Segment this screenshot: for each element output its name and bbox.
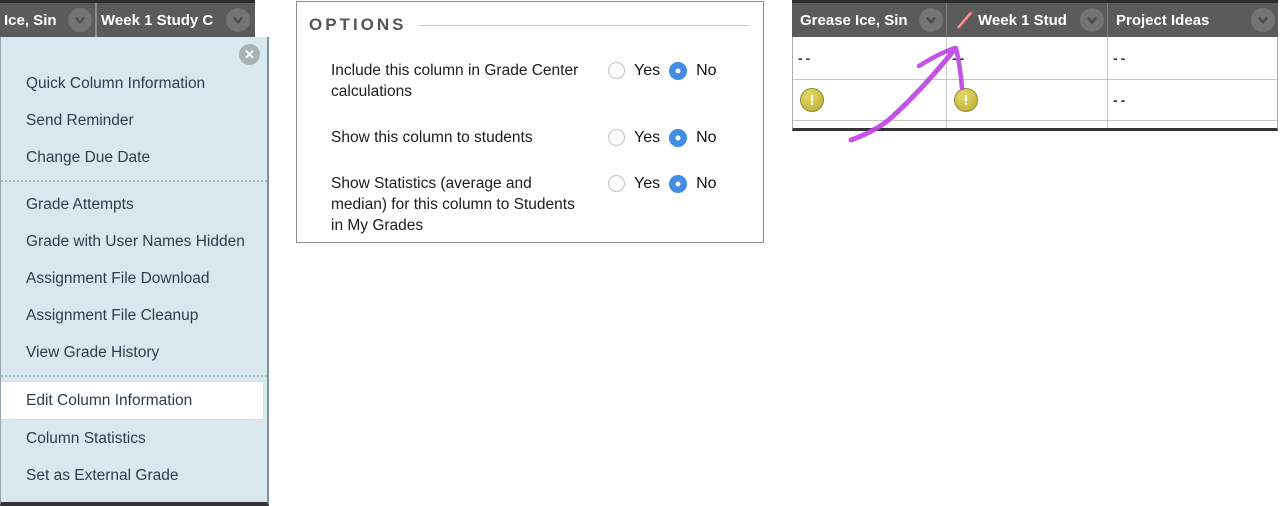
table-row: -- -- -- [793,37,1277,80]
grade-cell[interactable]: -- [1108,80,1277,120]
grade-center-table: Grease Ice, Sin Week 1 Stud Project Idea… [792,0,1278,131]
menu-item-assignment-file-download[interactable]: Assignment File Download [26,270,210,287]
grade-cell[interactable]: ! [793,80,947,120]
column-header-project-ideas[interactable]: Project Ideas [1108,3,1278,37]
needs-grading-icon: ! [800,88,824,112]
menu-item-send-reminder[interactable]: Send Reminder [26,112,134,129]
grade-table-header-row: Grease Ice, Sin Week 1 Stud Project Idea… [792,0,1278,37]
menu-divider [1,180,267,182]
option-label: Include this column in Grade Center calc… [331,62,579,100]
column-context-menu: ✕ Quick Column Information Send Reminder… [0,37,269,506]
radio-yes[interactable] [608,175,625,192]
radio-no-selected[interactable] [669,175,688,193]
grade-cell [947,121,1108,128]
column-header-label: Week 1 Stud [978,11,1067,29]
options-title-rule [418,24,749,26]
radio-yes[interactable] [608,62,625,79]
menu-item-set-as-external-grade[interactable]: Set as External Grade [26,467,179,484]
radio-no-selected[interactable] [669,62,688,80]
column-header-label: Week 1 Study C [101,11,214,29]
radio-yes-label: Yes [634,175,661,192]
column-hidden-slash-icon [955,10,975,30]
radio-yes-label: Yes [634,62,661,79]
chevron-down-icon[interactable] [919,8,943,32]
menu-divider [1,375,267,377]
radio-no-label: No [696,62,717,79]
close-icon[interactable]: ✕ [239,44,260,65]
no-grade-value: -- [798,50,814,66]
radio-group-show-to-students: Yes No [608,127,717,148]
menu-item-edit-column-information[interactable]: Edit Column Information [1,381,263,420]
no-grade-value: -- [1113,50,1129,66]
column-header-label: Ice, Sin [4,11,57,29]
radio-no-label: No [696,129,717,146]
grade-cell[interactable]: -- [793,37,947,79]
no-grade-value: -- [952,50,968,66]
grade-cell[interactable]: -- [947,37,1108,79]
chevron-down-icon[interactable] [226,8,250,32]
column-header-week1-study[interactable]: Week 1 Study C [97,3,253,37]
needs-grading-icon: ! [954,88,978,112]
column-header-label: Project Ideas [1116,11,1210,29]
option-row-include-in-calculations: Include this column in Grade Center calc… [331,60,763,102]
chevron-down-icon[interactable] [68,8,92,32]
grade-cell[interactable]: -- [1108,37,1277,79]
column-header-ice-sin[interactable]: Ice, Sin [0,3,97,37]
radio-group-include-in-calculations: Yes No [608,60,717,102]
grade-table-body: -- -- -- ! ! -- [792,37,1278,131]
radio-no-selected[interactable] [669,129,688,147]
context-menu-list: Quick Column Information Send Reminder C… [1,65,267,494]
option-label: Show Statistics (average and median) for… [331,175,575,234]
table-row [793,121,1277,128]
option-label: Show this column to students [331,129,533,146]
radio-yes[interactable] [608,129,625,146]
chevron-down-icon[interactable] [1251,8,1275,32]
menu-item-change-due-date[interactable]: Change Due Date [26,149,151,166]
option-row-show-statistics: Show Statistics (average and median) for… [331,173,763,236]
column-header-week1-stud[interactable]: Week 1 Stud [947,3,1108,37]
radio-yes-label: Yes [634,129,661,146]
table-row: ! ! -- [793,80,1277,121]
menu-item-assignment-file-cleanup[interactable]: Assignment File Cleanup [26,307,199,324]
grade-cell[interactable]: ! [947,80,1108,120]
column-header-grease-ice-sin[interactable]: Grease Ice, Sin [792,3,947,37]
options-panel: OPTIONS Include this column in Grade Cen… [296,1,764,243]
radio-group-show-statistics: Yes No [608,173,717,236]
menu-item-column-statistics[interactable]: Column Statistics [26,430,146,447]
chevron-down-icon[interactable] [1080,8,1104,32]
menu-item-grade-attempts[interactable]: Grade Attempts [26,196,134,213]
menu-item-quick-column-information[interactable]: Quick Column Information [26,75,206,92]
radio-no-label: No [696,175,717,192]
menu-item-grade-user-names-hidden[interactable]: Grade with User Names Hidden [26,233,245,250]
options-title-row: OPTIONS [309,15,749,35]
grade-cell [793,121,947,128]
grade-cell [1108,121,1277,128]
column-header-label: Grease Ice, Sin [800,11,908,29]
option-row-show-to-students: Show this column to students Yes No [331,127,763,148]
left-column-header-row: Ice, Sin Week 1 Study C [0,0,255,37]
menu-item-view-grade-history[interactable]: View Grade History [26,344,160,361]
no-grade-value: -- [1113,92,1129,108]
options-title: OPTIONS [309,15,407,34]
